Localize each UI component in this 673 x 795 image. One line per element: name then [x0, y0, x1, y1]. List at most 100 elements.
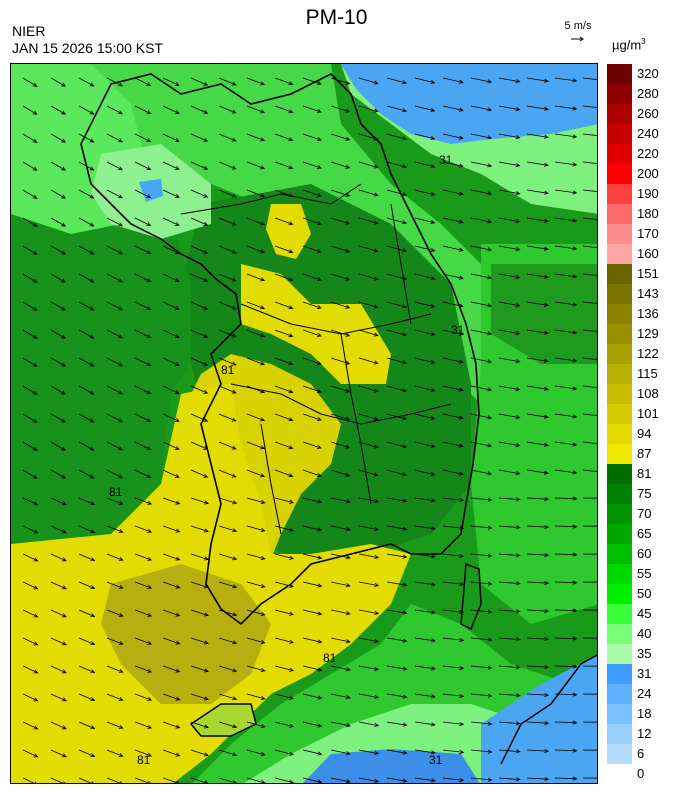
wind-arrow-head	[146, 82, 152, 87]
wind-arrow-head	[203, 668, 209, 673]
wind-arrow-head	[487, 471, 493, 476]
wind-arrow	[554, 777, 577, 780]
wind-arrow	[554, 637, 577, 640]
wind-arrow-head	[260, 583, 266, 588]
wind-arrow	[274, 525, 294, 531]
wind-arrow-head	[317, 723, 323, 728]
wind-arrow-head	[572, 358, 578, 363]
wind-arrow	[134, 749, 152, 757]
wind-arrow-head	[317, 555, 323, 560]
wind-arrow	[190, 497, 209, 504]
wind-arrow	[470, 329, 492, 335]
wind-arrow	[22, 609, 38, 618]
wind-arrow	[134, 301, 151, 310]
wind-arrow	[162, 161, 180, 170]
wind-arrow-head	[203, 696, 209, 701]
colorbar-tick-label: 108	[637, 386, 659, 401]
wind-arrow	[386, 105, 407, 112]
colorbar-tick-label: 143	[637, 286, 659, 301]
wind-arrow-head	[317, 779, 323, 783]
wind-arrow-head	[374, 666, 380, 671]
wind-arrow	[190, 553, 209, 560]
wind-arrow-head	[345, 164, 351, 169]
wind-arrow-head	[402, 388, 408, 393]
boundary-line-6	[390, 203, 412, 325]
wind-arrow	[330, 77, 350, 85]
wind-arrow-head	[118, 557, 124, 561]
wind-arrow-head	[203, 165, 209, 170]
wind-arrow-head	[231, 193, 237, 198]
wind-arrow	[470, 581, 492, 585]
wind-arrow-head	[430, 135, 436, 140]
wind-arrow-head	[458, 359, 464, 364]
wind-arrow	[78, 77, 94, 87]
wind-arrow	[274, 693, 294, 699]
jeju-island	[189, 703, 257, 737]
wind-arrow-head	[174, 194, 180, 198]
wind-arrow	[162, 105, 180, 114]
wind-arrow	[50, 357, 66, 367]
colorbar-tick-label: 115	[637, 366, 658, 381]
wind-arrow-head	[90, 641, 96, 645]
wind-arrow-head	[544, 218, 549, 223]
wind-arrow	[22, 525, 38, 534]
wind-arrow	[190, 469, 208, 478]
wind-arrow-head	[373, 472, 379, 477]
wind-arrow-head	[174, 250, 180, 254]
wind-arrow	[358, 497, 379, 502]
wind-arrow	[218, 161, 236, 170]
wind-arrow	[442, 581, 464, 585]
wind-arrow-head	[118, 418, 123, 423]
wind-arrow	[526, 609, 549, 612]
wind-arrow	[498, 77, 520, 83]
wind-arrow	[22, 161, 38, 171]
wind-arrow	[330, 553, 350, 559]
wind-arrow-head	[487, 665, 493, 670]
wind-arrow	[414, 161, 435, 168]
wind-arrow-head	[61, 166, 67, 171]
wind-arrow-head	[430, 79, 436, 84]
wind-arrow-head	[289, 723, 294, 728]
wind-arrow	[22, 553, 38, 562]
wind-arrow-head	[90, 529, 96, 533]
wind-arrow-head	[89, 418, 95, 423]
pm10-map[interactable]: 31 31 81 81 81 81 31	[10, 63, 598, 784]
wind-arrow	[498, 189, 520, 195]
wind-arrow	[106, 385, 123, 395]
wind-arrow-head	[89, 166, 95, 171]
wind-arrow	[50, 413, 66, 423]
wind-arrow	[190, 721, 209, 728]
colorbar-tick-label: 65	[637, 526, 652, 541]
wind-arrow	[246, 749, 265, 756]
wind-arrow	[106, 357, 123, 367]
wind-arrow	[470, 413, 492, 419]
wind-arrow-head	[544, 358, 549, 363]
wind-arrow-head	[402, 332, 408, 337]
wind-arrow	[414, 105, 435, 112]
colorbar-cell	[607, 124, 632, 144]
wind-arrow	[190, 525, 209, 532]
colorbar-tick-label: 200	[637, 166, 659, 181]
wind-arrow	[554, 665, 577, 668]
wind-arrow	[302, 749, 322, 755]
colorbar-cell	[607, 444, 632, 464]
wind-arrow-head	[175, 696, 181, 701]
wind-arrow	[246, 77, 265, 85]
colorbar-cell	[607, 504, 632, 524]
wind-arrow-head	[203, 612, 209, 617]
colorbar-tick-label: 190	[637, 186, 659, 201]
wind-arrow	[386, 609, 407, 614]
wind-arrow-head	[572, 720, 578, 725]
wind-arrow-head	[402, 694, 408, 699]
wind-arrow-head	[32, 334, 38, 339]
wind-arrow-head	[32, 250, 38, 255]
wind-arrow-head	[572, 218, 578, 223]
colorbar-tick-label: 12	[637, 726, 652, 741]
wind-arrow	[190, 133, 208, 142]
wind-arrow	[554, 413, 577, 418]
wind-arrow-head	[374, 554, 380, 559]
wind-arrow-head	[232, 752, 238, 757]
contour-label: 81	[109, 485, 123, 499]
contour-label: 31	[429, 753, 443, 767]
wind-arrow-head	[572, 302, 578, 307]
